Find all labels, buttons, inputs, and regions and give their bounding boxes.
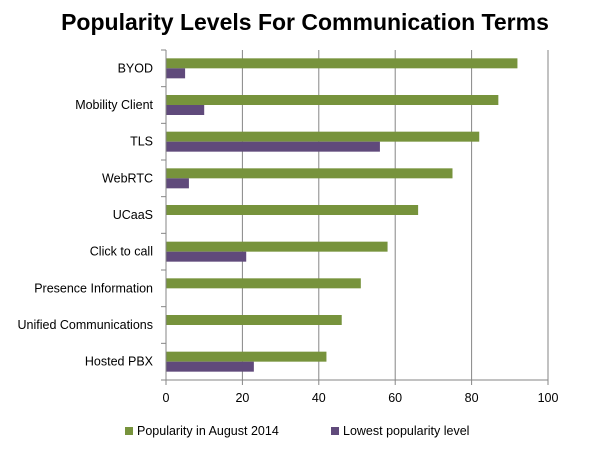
bar-august-2014	[166, 95, 499, 105]
x-tick-label: 20	[235, 391, 249, 405]
bar-august-2014	[166, 315, 342, 325]
category-label: TLS	[130, 135, 153, 149]
x-tick-label: 0	[163, 391, 170, 405]
legend-label: Lowest popularity level	[343, 424, 469, 438]
category-label: Presence Information	[34, 281, 153, 295]
legend-swatch	[125, 427, 133, 435]
category-label: UCaaS	[113, 208, 153, 222]
legend-swatch	[331, 427, 339, 435]
bar-lowest-level	[166, 141, 380, 152]
bar-august-2014	[166, 131, 480, 142]
category-label: Unified Communications	[18, 318, 153, 332]
bar-august-2014	[166, 278, 361, 289]
legend: Popularity in August 2014 Lowest populari…	[125, 424, 469, 438]
bar-lowest-level	[166, 68, 186, 79]
category-label: BYOD	[118, 61, 153, 75]
bar-august-2014	[166, 168, 453, 179]
bar-august-2014	[166, 241, 388, 252]
bar-august-2014	[166, 351, 327, 362]
bar-august-2014	[166, 58, 518, 69]
category-label: Hosted PBX	[85, 355, 154, 369]
bar-lowest-level	[166, 105, 205, 115]
x-tick-label: 100	[538, 391, 559, 405]
bar-lowest-level	[166, 251, 247, 262]
category-label: WebRTC	[102, 171, 153, 185]
category-label: Mobility Client	[75, 98, 153, 112]
x-tick-label: 80	[465, 391, 479, 405]
x-tick-labels: 0 20 40 60 80 100	[163, 391, 559, 405]
bars	[166, 58, 518, 372]
category-label: Click to call	[90, 245, 153, 259]
chart-title: Popularity Levels For Communication Term…	[61, 9, 549, 35]
legend-label: Popularity in August 2014	[137, 424, 279, 438]
bar-august-2014	[166, 205, 419, 215]
axes	[161, 49, 549, 385]
x-tick-label: 40	[312, 391, 326, 405]
bar-lowest-level	[166, 178, 189, 189]
bar-lowest-level	[166, 361, 254, 372]
category-labels: BYOD Mobility Client TLS WebRTC UCaaS Click t…	[18, 61, 154, 368]
x-tick-label: 60	[388, 391, 402, 405]
